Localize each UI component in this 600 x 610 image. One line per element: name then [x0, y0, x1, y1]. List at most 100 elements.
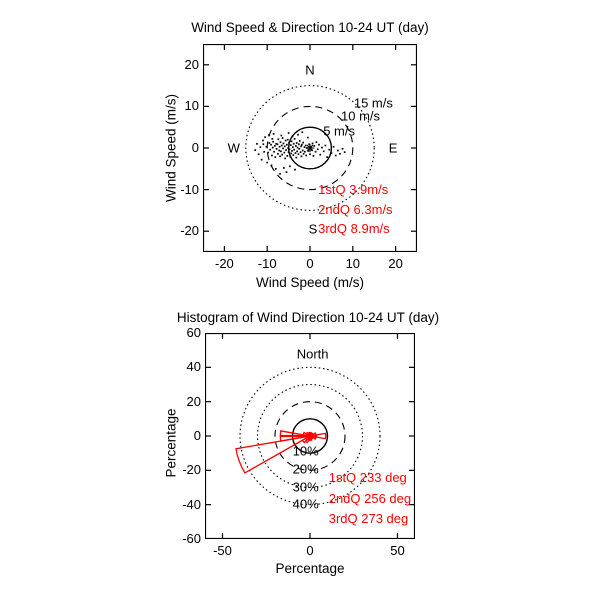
- scatter-point: [264, 136, 266, 139]
- scatter-point: [307, 136, 309, 139]
- grid-circle: [266, 105, 354, 191]
- scatter-point: [265, 145, 268, 148]
- scatter-point: [290, 140, 293, 143]
- scatter-point: [285, 149, 287, 151]
- scatter-point: [279, 172, 281, 175]
- scatter-point: [292, 154, 295, 156]
- scatter-point: [279, 141, 282, 144]
- scatter-point: [254, 149, 257, 151]
- scatter-point: [305, 154, 307, 157]
- x-tick-label: 20: [388, 256, 403, 271]
- grid-circle-label: 5 m/s: [323, 123, 355, 139]
- scatter-point: [286, 155, 289, 157]
- scatter-point: [278, 149, 281, 152]
- scatter-point: [316, 148, 319, 151]
- scatter-point: [284, 139, 287, 142]
- scatter-point: [279, 155, 281, 158]
- grid-circle-label: 40%: [292, 496, 319, 512]
- grid-circle-label: 30%: [292, 479, 319, 495]
- scatter-point: [301, 143, 303, 146]
- scatter-point: [311, 142, 314, 145]
- scatter-point: [292, 142, 295, 145]
- rose-petal: [302, 431, 311, 437]
- scatter-point: [324, 144, 327, 147]
- x-tick-label: 0: [306, 543, 314, 558]
- y-tick-label: 60: [186, 325, 201, 340]
- scatter-point: [262, 139, 264, 142]
- scatter-point: [287, 147, 290, 149]
- scatter-point: [274, 156, 277, 159]
- scatter-point: [294, 152, 297, 154]
- quartile-annotation: 2ndQ 6.3m/s: [318, 201, 393, 217]
- scatter-point: [303, 146, 306, 149]
- y-tick-label: 0: [191, 140, 199, 155]
- scatter-point: [269, 148, 272, 151]
- scatter-point: [280, 134, 283, 137]
- scatter-point: [299, 151, 302, 154]
- scatter-point: [282, 147, 284, 150]
- scatter-point: [281, 153, 284, 156]
- scatter-point: [302, 152, 305, 155]
- y-tick-label: -10: [180, 181, 199, 197]
- grid-circle-label: 15 m/s: [353, 95, 393, 111]
- quartile-annotation: 3rdQ 8.9m/s: [318, 220, 390, 236]
- grid-circle: [245, 85, 375, 211]
- wind-rose-canvas: [205, 333, 415, 539]
- scatter-point: [343, 151, 346, 154]
- scatter-point: [313, 145, 316, 147]
- compass-label: W: [227, 140, 240, 156]
- scatter-point: [272, 133, 275, 135]
- y-tick-label: 20: [186, 393, 201, 409]
- scatter-point: [291, 150, 293, 152]
- scatter-point: [308, 143, 310, 146]
- x-tick-label: 50: [390, 543, 405, 558]
- bottom-plot-title: Histogram of Wind Direction 10-24 UT (da…: [176, 310, 440, 325]
- scatter-point: [262, 143, 265, 146]
- plot-frame: [203, 44, 417, 252]
- scatter-point: [304, 144, 307, 147]
- grid-circle: [239, 366, 381, 506]
- scatter-point: [291, 135, 294, 138]
- grid-circle-label: 20%: [292, 461, 319, 477]
- scatter-points: [254, 131, 346, 175]
- grid-circle: [256, 383, 364, 489]
- scatter-point: [268, 142, 271, 144]
- scatter-point: [270, 143, 272, 146]
- scatter-point: [309, 153, 311, 156]
- scatter-point: [272, 140, 275, 143]
- scatter-point: [270, 164, 273, 167]
- scatter-point: [277, 152, 279, 155]
- scatter-point: [301, 149, 304, 152]
- scatter-point: [289, 155, 292, 158]
- scatter-point: [286, 138, 289, 141]
- scatter-point: [312, 155, 315, 157]
- y-tick-label: 40: [186, 359, 201, 375]
- scatter-point: [328, 148, 331, 151]
- scatter-point: [296, 150, 299, 153]
- mean-arrow-head: [310, 432, 318, 440]
- scatter-point: [314, 150, 317, 153]
- compass-label: North: [296, 346, 329, 362]
- rose-petal: [309, 432, 327, 440]
- y-tick-label: 10: [184, 98, 199, 114]
- scatter-point: [266, 161, 269, 164]
- scatter-point: [271, 137, 274, 140]
- scatter-point: [289, 144, 292, 146]
- scatter-point: [315, 141, 318, 144]
- y-tick-label: 0: [193, 428, 201, 443]
- scatter-point: [332, 145, 335, 148]
- scatter-point: [297, 153, 300, 156]
- x-tick-label: 10: [345, 256, 361, 271]
- scatter-point: [322, 150, 325, 153]
- scatter-point: [288, 148, 291, 151]
- compass-label: N: [305, 62, 315, 78]
- scatter-point: [284, 157, 287, 160]
- top-plot-title: Wind Speed & Direction 10-24 UT (day): [191, 20, 429, 35]
- rose-petal: [309, 435, 317, 440]
- scatter-point: [287, 151, 290, 154]
- y-tick-label: -20: [182, 462, 201, 478]
- scatter-point: [280, 144, 283, 147]
- x-tick-label: -10: [257, 256, 277, 271]
- scatter-point: [326, 156, 328, 159]
